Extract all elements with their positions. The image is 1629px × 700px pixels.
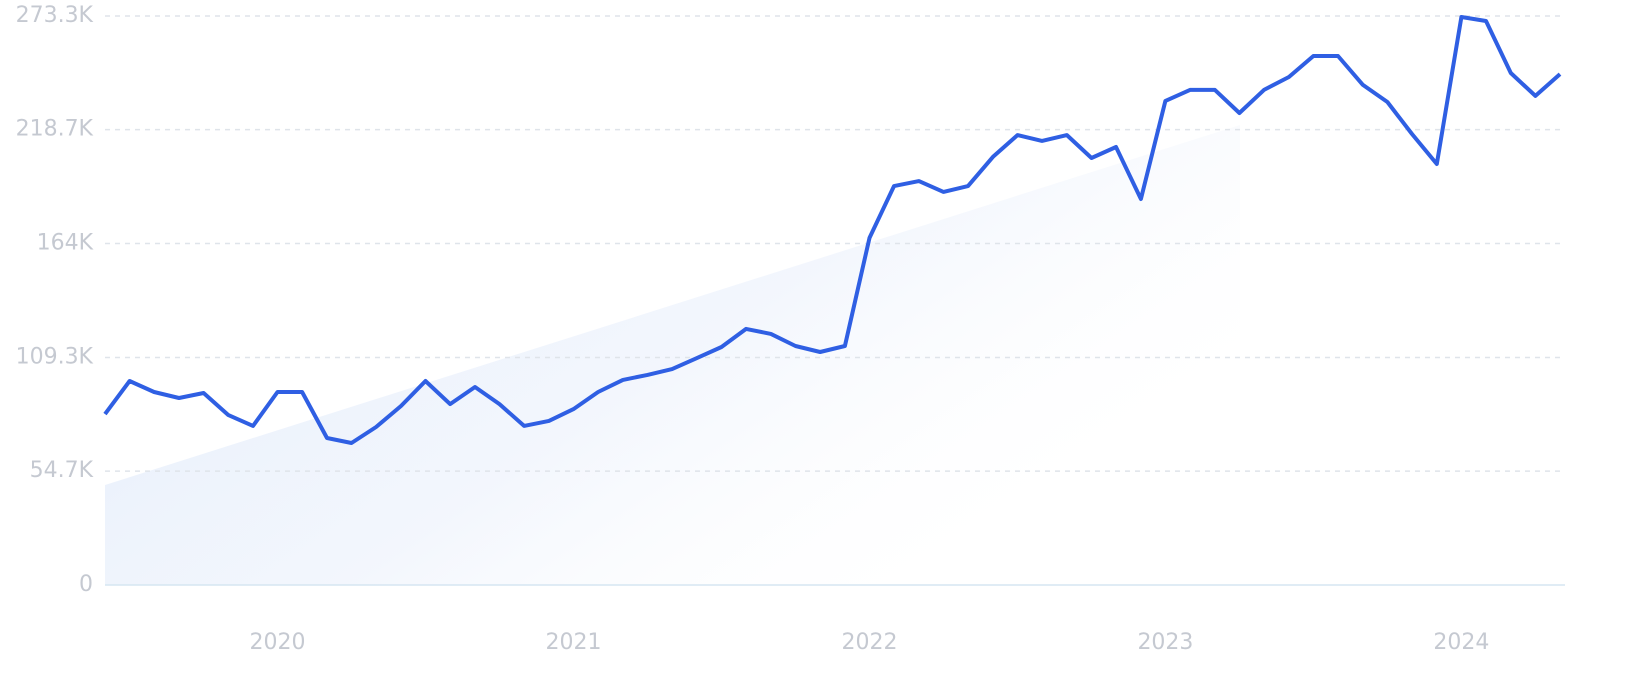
y-tick-label: 273.3K bbox=[16, 3, 94, 28]
y-tick-label: 109.3K bbox=[16, 344, 94, 369]
trend-area bbox=[105, 125, 1240, 585]
line bbox=[103, 15, 1562, 445]
x-tick-label: 2021 bbox=[546, 630, 602, 655]
x-tick-label: 2024 bbox=[1433, 630, 1489, 655]
y-tick-label: 0 bbox=[79, 572, 93, 597]
x-tick-label: 2020 bbox=[250, 630, 306, 655]
x-tick-label: 2022 bbox=[841, 630, 897, 655]
y-tick-label: 218.7K bbox=[16, 117, 94, 142]
x-tick-label: 2023 bbox=[1137, 630, 1193, 655]
y-tick-label: 54.7K bbox=[30, 458, 94, 483]
y-tick-label: 164K bbox=[37, 231, 94, 256]
